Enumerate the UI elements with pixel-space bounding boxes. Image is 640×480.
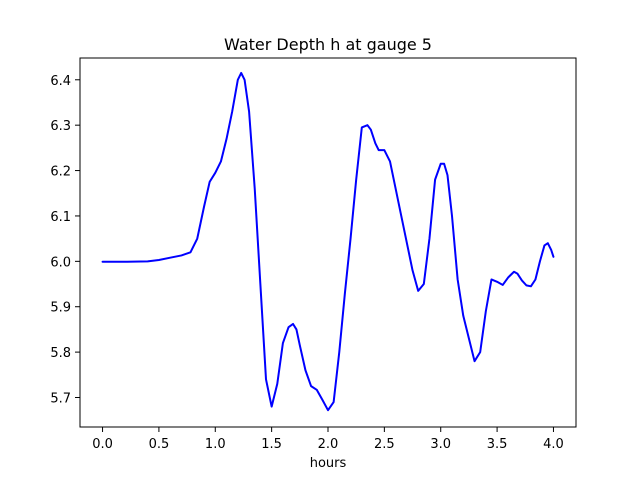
x-tick-label: 0.5 <box>149 437 170 452</box>
x-axis-label: hours <box>310 456 347 471</box>
x-tick-label: 4.0 <box>543 437 564 452</box>
x-tick-label: 1.5 <box>261 437 282 452</box>
y-tick-label: 6.4 <box>50 74 71 89</box>
x-axis: 0.0 0.5 1.0 1.5 2.0 2.5 3.0 3.5 4.0 <box>92 427 564 452</box>
x-tick-label: 3.5 <box>487 437 508 452</box>
x-tick-label: 3.0 <box>430 437 451 452</box>
x-tick-label: 1.0 <box>205 437 226 452</box>
series-line-water-depth <box>101 71 555 412</box>
y-tick-label: 6.3 <box>50 119 71 134</box>
y-tick-label: 6.0 <box>50 255 71 270</box>
x-tick-label: 2.5 <box>374 437 395 452</box>
plot-frame <box>79 57 577 428</box>
chart-title: Water Depth h at gauge 5 <box>224 35 432 54</box>
plot-area <box>101 71 555 412</box>
y-tick-label: 6.1 <box>50 210 71 225</box>
y-tick-label: 6.2 <box>50 165 71 180</box>
x-tick-label: 2.0 <box>318 437 339 452</box>
x-tick-label: 0.0 <box>92 437 113 452</box>
y-tick-label: 5.7 <box>50 391 71 406</box>
y-tick-label: 5.8 <box>50 346 71 361</box>
y-axis: 5.7 5.8 5.9 6.0 6.1 6.2 6.3 6.4 <box>50 74 80 406</box>
y-tick-label: 5.9 <box>50 301 71 316</box>
